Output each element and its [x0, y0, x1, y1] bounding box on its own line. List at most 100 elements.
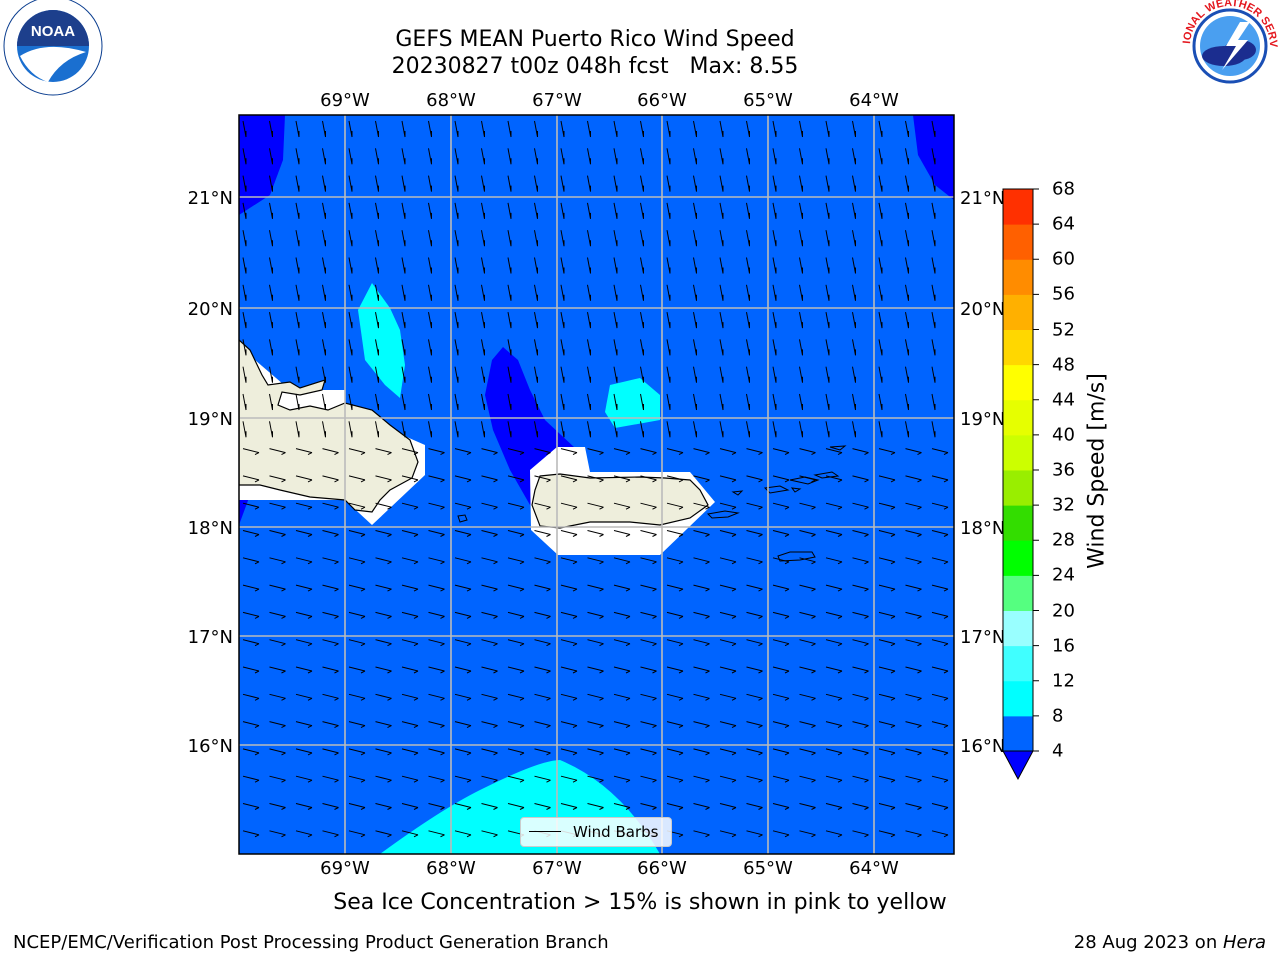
- wind-barb: [825, 448, 843, 456]
- wind-barb: [931, 339, 936, 356]
- wind-barb: [322, 502, 339, 510]
- wind-barb: [454, 803, 472, 810]
- wind-barb: [375, 639, 392, 647]
- noaa-logo: NOAA: [3, 0, 103, 96]
- wind-barb: [693, 721, 710, 729]
- wind-barb: [852, 557, 869, 565]
- wind-barb: [905, 530, 922, 537]
- wind-barb: [799, 230, 803, 247]
- wind-barb: [640, 448, 657, 456]
- wind-barb: [454, 339, 459, 356]
- wind-barb: [693, 366, 697, 383]
- wind-barb: [719, 803, 737, 810]
- wind-barb: [852, 803, 869, 810]
- colorbar-segment: [1003, 540, 1033, 576]
- wind-barb: [799, 120, 803, 138]
- wind-barb: [242, 557, 260, 565]
- wind-barb: [560, 693, 578, 701]
- wind-barb: [587, 257, 591, 274]
- wind-barb: [269, 557, 286, 565]
- wind-barb: [375, 175, 379, 192]
- wind-barb: [852, 448, 869, 456]
- wind-barb: [401, 693, 419, 701]
- wind-barb: [242, 421, 247, 438]
- wind-barb: [640, 202, 644, 219]
- wind-barb: [825, 721, 843, 729]
- wind-barb: [931, 639, 949, 647]
- wind-barb: [269, 339, 273, 356]
- wind-barb: [613, 284, 618, 301]
- wind-barb: [772, 639, 790, 647]
- wind-barb: [666, 557, 684, 565]
- wind-barb: [772, 366, 777, 383]
- wind-barb: [401, 721, 419, 729]
- wind-barb: [269, 202, 273, 219]
- wind-barb: [799, 502, 816, 510]
- footer-date: 28 Aug 2023 on Hera: [1074, 932, 1266, 953]
- wind-barb: [269, 257, 273, 274]
- wind-barb: [295, 475, 313, 483]
- wind-barb: [295, 448, 313, 456]
- wind-barb: [242, 448, 260, 456]
- lat-label-left: 17°N: [188, 627, 233, 648]
- puerto-rico-land: [531, 473, 709, 529]
- wind-barb: [666, 448, 684, 456]
- colorbar-tick-label: 24: [1052, 564, 1075, 586]
- wind-barb: [905, 748, 922, 756]
- wind-barb: [242, 312, 247, 329]
- wind-barb: [852, 366, 856, 383]
- wind-barb: [640, 230, 644, 247]
- wind-barb: [507, 803, 525, 810]
- wind-barb: [931, 312, 936, 329]
- wind-barb: [931, 803, 949, 810]
- wind-barb: [481, 530, 498, 537]
- wind-barb: [746, 639, 763, 647]
- wind-barb: [587, 475, 604, 483]
- wind-barb: [481, 257, 485, 274]
- wind-barb: [613, 312, 618, 329]
- colorbar-tick-label: 36: [1052, 459, 1075, 481]
- wind-barb: [772, 475, 790, 483]
- wind-barb: [719, 830, 737, 838]
- wind-barb: [693, 202, 697, 219]
- wind-barb: [481, 584, 498, 592]
- wind-barb: [454, 148, 459, 165]
- wind-barb: [401, 339, 406, 356]
- wind-barb: [693, 475, 710, 483]
- wind-barb: [613, 175, 618, 192]
- wind-barb: [931, 530, 949, 537]
- wind-barb: [560, 284, 565, 301]
- wind-barb: [905, 148, 909, 165]
- wind-barb: [242, 830, 260, 838]
- st-croix-island: [777, 551, 816, 562]
- wind-barb: [295, 721, 313, 729]
- wind-barb: [322, 611, 339, 619]
- wind-barb: [825, 803, 843, 810]
- low-wind-area-nw: [239, 115, 285, 215]
- wind-barb: [242, 202, 247, 219]
- wind-barb: [613, 721, 631, 729]
- wind-barb: [375, 475, 392, 483]
- wind-barb: [666, 257, 671, 274]
- wind-barb: [375, 557, 392, 565]
- wind-barb: [534, 175, 538, 192]
- wind-barb: [454, 366, 459, 383]
- wind-barb: [295, 693, 313, 701]
- wind-barb: [852, 339, 856, 356]
- wind-barb: [560, 775, 578, 783]
- wind-barb: [746, 230, 750, 247]
- wind-barb: [428, 202, 432, 219]
- wind-barb: [322, 312, 326, 329]
- wind-barb: [640, 530, 657, 537]
- wind-barb: [799, 339, 803, 356]
- wind-barb: [613, 202, 618, 219]
- wind-barb: [507, 339, 512, 356]
- wind-barb: [746, 120, 750, 138]
- colorbar-tick-label: 16: [1052, 635, 1075, 657]
- wind-barb: [799, 393, 803, 411]
- wind-barb: [295, 830, 313, 838]
- wind-barbs-legend: Wind Barbs: [520, 817, 672, 847]
- wind-barb: [666, 666, 684, 674]
- wind-barb: [454, 502, 472, 510]
- wind-barb: [401, 803, 419, 810]
